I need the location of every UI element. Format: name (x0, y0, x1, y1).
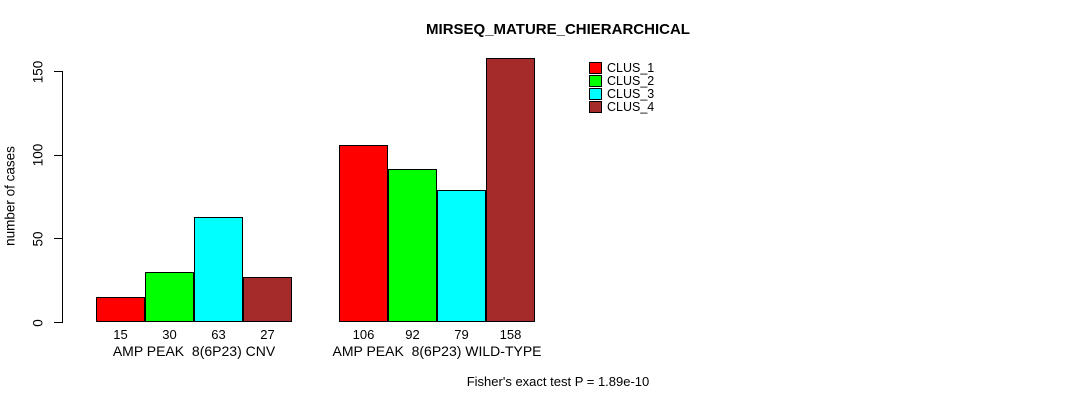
bar-clus_3-group2 (437, 190, 486, 323)
bar-value-label: 158 (499, 327, 522, 342)
bar-value-label: 63 (211, 327, 226, 342)
legend-item: CLUS_1 (589, 60, 655, 75)
legend-item: CLUS_4 (589, 100, 655, 115)
annotation: Fisher's exact test P = 1.89e-10 (466, 374, 650, 389)
legend-item: CLUS_3 (589, 86, 655, 101)
y-tick-label: 150 (30, 60, 46, 83)
bar-value-label: 106 (352, 327, 375, 342)
bar-clus_2-group1 (145, 272, 194, 323)
y-tick-label: 0 (30, 318, 46, 327)
y-tick-label: 50 (30, 231, 46, 247)
bar-clus_4-group2 (486, 58, 535, 323)
bar-value-label: 15 (113, 327, 128, 342)
y-tick (54, 154, 62, 156)
legend-swatch (589, 87, 602, 100)
bar-clus_2-group2 (388, 168, 437, 323)
bar-clus_1-group1 (96, 297, 145, 323)
y-axis-label: number of cases (2, 146, 18, 246)
group-label: AMP PEAK 8(6P23) CNV (112, 343, 276, 359)
y-tick (54, 238, 62, 240)
legend-item: CLUS_2 (589, 73, 655, 88)
bar-value-label: 79 (454, 327, 469, 342)
bar-value-label: 27 (260, 327, 275, 342)
legend-label: CLUS_3 (607, 86, 655, 101)
bar-clus_4-group1 (243, 277, 292, 323)
chart-title: MIRSEQ_MATURE_CHIERARCHICAL (426, 21, 690, 38)
legend-swatch (589, 61, 602, 74)
bar-value-label: 30 (162, 327, 177, 342)
legend-label: CLUS_2 (607, 73, 655, 88)
legend-swatch (589, 101, 602, 114)
legend-label: CLUS_4 (607, 100, 655, 115)
y-tick (54, 322, 62, 323)
group-label: AMP PEAK 8(6P23) WILD-TYPE (332, 343, 542, 359)
y-tick (54, 71, 62, 73)
legend-label: CLUS_1 (607, 60, 655, 75)
bar-clus_1-group2 (339, 145, 388, 323)
bar-clus_3-group1 (194, 217, 243, 323)
legend: CLUS_1 CLUS_2 CLUS_3 CLUS_4 (589, 61, 654, 114)
y-tick-label: 100 (30, 144, 46, 167)
y-axis-line (62, 71, 63, 323)
legend-swatch (589, 74, 602, 87)
bar-value-label: 92 (405, 327, 420, 342)
